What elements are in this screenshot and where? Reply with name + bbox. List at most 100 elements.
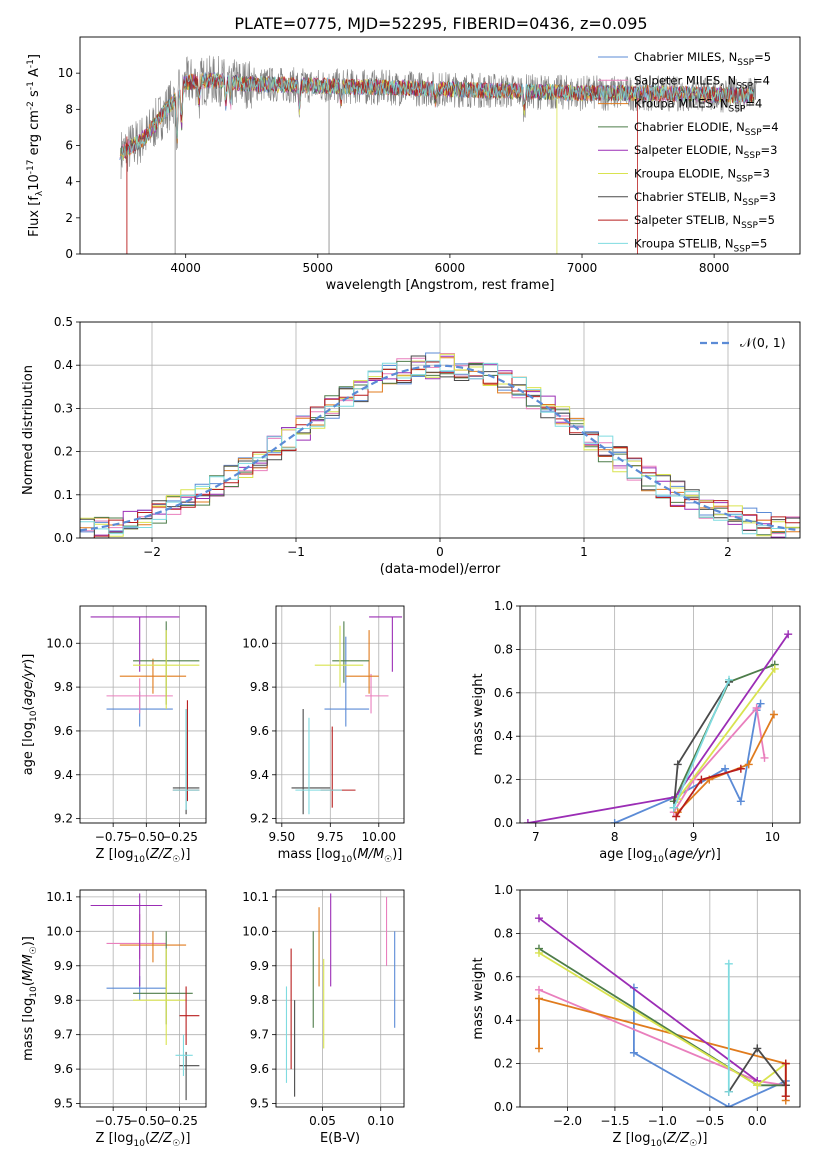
label-part: ( (21, 706, 36, 711)
x-tick-label: −2 (143, 545, 161, 559)
y-tick-label: 1.0 (494, 599, 513, 613)
y-axis-label: Flux [fλ10-17 erg cm-2 s-1 A-1] (26, 54, 45, 237)
x-tick-label: −0.25 (161, 1114, 198, 1128)
y-tick-label: 1.0 (494, 883, 513, 897)
label-part: =3 (753, 167, 770, 181)
y-tick-label: 9.6 (54, 1062, 73, 1076)
x-tick-label: 9 (690, 830, 698, 844)
label-part: Salpeter MILES, N (634, 73, 736, 87)
label-part: age [log (21, 722, 36, 775)
weight-marker-c7 (672, 812, 681, 821)
label-part: SSP (741, 221, 758, 231)
weight-marker-c8 (669, 803, 678, 812)
legend-label: Salpeter STELIB, NSSP=5 (634, 213, 775, 231)
label-part: 𝒩(0, 1) (740, 335, 786, 350)
label-part: Salpeter ELODIE, N (634, 143, 744, 157)
label-part: ☉ (172, 855, 180, 865)
x-tick-label: −0.75 (95, 830, 132, 844)
y-tick-label: 0.0 (494, 816, 513, 830)
label-part: 10 (652, 855, 664, 865)
label-part: Z/Z (666, 1131, 690, 1146)
weight-line-c1 (673, 705, 766, 813)
label-part: -1 (26, 59, 36, 68)
legend-label: Kroupa ELODIE, NSSP=3 (634, 167, 770, 185)
label-part: )] (180, 847, 190, 862)
y-tick-label: 9.2 (54, 812, 73, 826)
x-axis-label: Z [log10(Z/Z☉)] (96, 847, 191, 865)
weight-marker-c1 (752, 703, 761, 712)
legend-label: Kroupa STELIB, NSSP=5 (634, 236, 767, 254)
label-part: =4 (745, 97, 762, 111)
label-part: ( (352, 847, 357, 862)
legend-label: Salpeter ELODIE, NSSP=3 (634, 143, 777, 161)
plot-area (80, 890, 206, 1107)
y-tick-label: 9.9 (54, 959, 73, 973)
y-tick-label: 0.0 (494, 1100, 513, 1114)
y-tick-label: 0.0 (54, 531, 73, 545)
axes-frame (79, 889, 207, 1108)
axes-frame (519, 889, 801, 1108)
legend-label: Salpeter MILES, NSSP=4 (634, 73, 770, 91)
x-tick-label: 8000 (699, 261, 730, 275)
y-tick-label: 10.0 (242, 636, 269, 650)
y-tick-label: 0.6 (494, 686, 513, 700)
label-part: -2 (26, 101, 36, 110)
y-tick-label: 0.4 (54, 358, 73, 372)
x-tick-label: 5000 (303, 261, 334, 275)
label-part: ( (662, 1131, 667, 1146)
y-tick-label: 0.6 (494, 970, 513, 984)
label-part: wavelength [Angstrom, rest frame] (326, 278, 555, 293)
x-tick-label: 6000 (435, 261, 466, 275)
label-part: 10 (133, 855, 145, 865)
y-tick-label: 10 (58, 66, 73, 80)
axes-frame (79, 36, 801, 255)
model-line-c8 (121, 73, 754, 160)
y-tick-label: 9.8 (250, 680, 269, 694)
label-part: E(B-V) (320, 1131, 360, 1146)
weight-line-c0 (614, 703, 762, 823)
axes-frame (275, 889, 405, 1108)
label-part: )] (21, 654, 36, 664)
x-tick-label: −0.5 (695, 1114, 724, 1128)
label-part: SSP (729, 105, 746, 115)
y-tick-label: 0.2 (494, 1057, 513, 1071)
plot-area (276, 606, 404, 823)
label-part: ( (145, 847, 150, 862)
x-tick-label: −0.50 (128, 1114, 165, 1128)
legend-label-normal: 𝒩(0, 1) (740, 335, 786, 350)
label-part: ( (145, 1131, 150, 1146)
x-tick-label: 7 (532, 830, 540, 844)
y-tick-label: 2 (65, 211, 73, 225)
label-part: (data-model)/error (380, 562, 501, 577)
label-part: )] (392, 847, 402, 862)
label-part: Salpeter STELIB, N (634, 213, 741, 227)
x-axis-label: Z [log10(Z/Z☉)] (96, 1131, 191, 1149)
axes-residuals: −2 −1 0 1 2 0.0 0.1 0.2 0.3 0.4 0.5 (data-model)/er… (21, 315, 801, 577)
x-tick-label: −1.5 (600, 1114, 629, 1128)
weight-marker-c4 (534, 914, 543, 923)
y-tick-label: 9.4 (250, 768, 269, 782)
plot-area (276, 890, 404, 1107)
y-tick-label: 0.1 (54, 488, 73, 502)
label-part: age [log (599, 847, 652, 862)
label-part: =3 (761, 143, 778, 157)
label-part: Normed distribution (21, 365, 36, 495)
y-tick-label: 9.8 (54, 680, 73, 694)
label-part: SSP (734, 244, 751, 254)
axes-frame (79, 605, 207, 824)
weight-marker-c4 (523, 819, 532, 823)
label-part: =5 (754, 50, 771, 64)
weight-marker-c7 (736, 764, 745, 773)
weight-marker-c8 (724, 959, 733, 968)
label-part: =4 (753, 73, 770, 87)
axes-frame (79, 321, 801, 539)
weight-marker-c8 (724, 1087, 733, 1096)
label-part: Kroupa STELIB, N (634, 236, 734, 250)
y-tick-label: 0.4 (494, 1013, 513, 1027)
y-tick-label: 9.9 (250, 959, 269, 973)
label-part: age/yr (669, 847, 712, 862)
x-axis-label: age [log10(age/yr)] (599, 847, 721, 865)
weight-marker-c2 (534, 994, 543, 1003)
label-part: )] (697, 1131, 707, 1146)
